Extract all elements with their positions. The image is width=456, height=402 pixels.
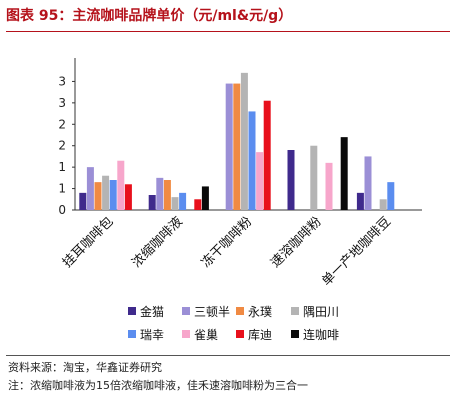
x-tick-label: 单一产地咖啡豆 bbox=[319, 214, 394, 289]
bar bbox=[356, 192, 364, 210]
bar bbox=[225, 83, 233, 210]
legend-label: 连咖啡 bbox=[303, 327, 339, 342]
legend-swatch bbox=[291, 330, 299, 338]
y-tick-label: 0 bbox=[58, 203, 66, 217]
bar bbox=[263, 100, 271, 210]
bar bbox=[94, 182, 102, 210]
bar bbox=[109, 180, 117, 210]
bar bbox=[325, 162, 333, 210]
footnote: 注：浓缩咖啡液为15倍浓缩咖啡液，佳禾速溶咖啡粉为三合一 bbox=[8, 379, 308, 392]
legend-label: 瑞幸 bbox=[140, 328, 164, 342]
bar bbox=[194, 199, 202, 210]
source-note: 资料来源：淘宝，华鑫证券研究 bbox=[8, 361, 162, 374]
bar bbox=[102, 175, 110, 210]
bar bbox=[248, 111, 256, 210]
bar bbox=[233, 83, 241, 210]
bar bbox=[79, 192, 87, 210]
legend-swatch bbox=[236, 307, 244, 315]
bar bbox=[201, 186, 209, 210]
x-tick-label: 冻干咖啡粉 bbox=[198, 214, 255, 271]
bar bbox=[340, 137, 348, 210]
bar bbox=[310, 145, 318, 210]
legend-label: 库迪 bbox=[248, 327, 272, 342]
x-tick-label: 浓缩咖啡液 bbox=[129, 214, 186, 271]
legend-label: 三顿半 bbox=[194, 305, 230, 319]
legend-swatch bbox=[128, 330, 136, 338]
legend-label: 永璞 bbox=[248, 305, 272, 319]
bar bbox=[179, 192, 187, 210]
chart-title: 图表 95：主流咖啡品牌单价（元/ml&元/g） bbox=[6, 8, 293, 24]
y-tick-label: 1 bbox=[58, 160, 66, 174]
legend-swatch bbox=[182, 330, 190, 338]
legend-swatch bbox=[128, 307, 136, 315]
legend-swatch bbox=[182, 307, 190, 315]
bar bbox=[148, 195, 156, 210]
y-tick-label: 2 bbox=[58, 139, 66, 153]
bar bbox=[387, 182, 395, 210]
bar bbox=[117, 160, 125, 210]
bar bbox=[171, 197, 179, 210]
legend-label: 雀巢 bbox=[194, 328, 218, 342]
legend-label: 金猫 bbox=[140, 304, 164, 319]
bar bbox=[124, 184, 132, 210]
y-tick-label: 3 bbox=[58, 96, 66, 110]
bar bbox=[287, 150, 295, 210]
footer-divider bbox=[6, 355, 450, 356]
bar bbox=[163, 180, 171, 210]
x-tick-label: 挂耳咖啡包 bbox=[60, 214, 117, 271]
legend-swatch bbox=[236, 330, 244, 338]
bar bbox=[240, 72, 248, 210]
x-tick-label: 速溶咖啡粉 bbox=[268, 214, 325, 271]
bar bbox=[256, 152, 264, 210]
bar bbox=[364, 156, 372, 210]
bar bbox=[86, 167, 94, 210]
y-tick-label: 3 bbox=[58, 74, 66, 88]
bar bbox=[379, 199, 387, 210]
y-tick-label: 2 bbox=[58, 117, 66, 131]
legend-swatch bbox=[291, 307, 299, 315]
bar bbox=[156, 177, 164, 210]
y-tick-label: 1 bbox=[58, 182, 66, 196]
legend-label: 隅田川 bbox=[303, 305, 339, 319]
title-divider bbox=[6, 31, 450, 32]
